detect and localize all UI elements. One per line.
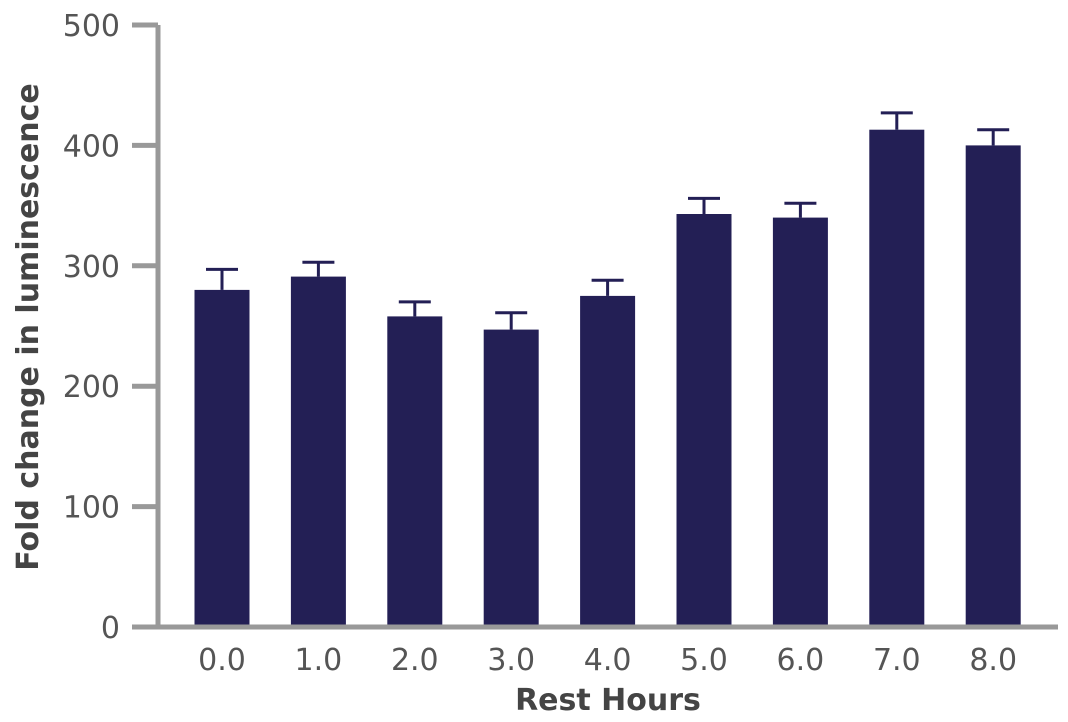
axes-group xyxy=(155,25,1058,630)
y-tick-label-4: 400 xyxy=(63,129,120,164)
bar-0 xyxy=(194,289,250,627)
bar-4 xyxy=(580,295,636,627)
x-tick-label-3: 3.0 xyxy=(487,643,535,678)
bar-2 xyxy=(387,316,443,627)
x-tick-label-5: 5.0 xyxy=(680,643,728,678)
bar-1 xyxy=(290,276,346,627)
x-tick-label-7: 7.0 xyxy=(873,643,921,678)
error-bars-group xyxy=(206,111,1010,330)
y-axis-title: Fold change in luminescence xyxy=(11,83,46,571)
y-ticks-group: 0 100 200 300 400 500 xyxy=(63,9,158,646)
y-tick-label-2: 200 xyxy=(63,370,120,405)
bars-group xyxy=(194,129,1021,627)
bar-6 xyxy=(772,217,828,627)
x-tick-label-1: 1.0 xyxy=(295,643,343,678)
y-tick-label-1: 100 xyxy=(63,491,120,526)
x-tick-label-4: 4.0 xyxy=(584,643,632,678)
x-tick-label-6: 6.0 xyxy=(777,643,825,678)
x-tick-label-0: 0.0 xyxy=(198,643,246,678)
y-tick-label-0: 0 xyxy=(101,611,120,646)
x-tick-label-8: 8.0 xyxy=(969,643,1017,678)
y-tick-label-3: 300 xyxy=(63,250,120,285)
bar-5 xyxy=(676,214,732,627)
x-ticks-group: 0.0 1.0 2.0 3.0 4.0 5.0 6.0 7.0 8.0 xyxy=(198,643,1017,678)
bar-8 xyxy=(965,145,1021,627)
y-tick-label-5: 500 xyxy=(63,9,120,44)
bar-3 xyxy=(483,329,539,627)
x-axis-title: Rest Hours xyxy=(515,683,701,718)
bar-7 xyxy=(869,129,925,627)
x-tick-label-2: 2.0 xyxy=(391,643,439,678)
